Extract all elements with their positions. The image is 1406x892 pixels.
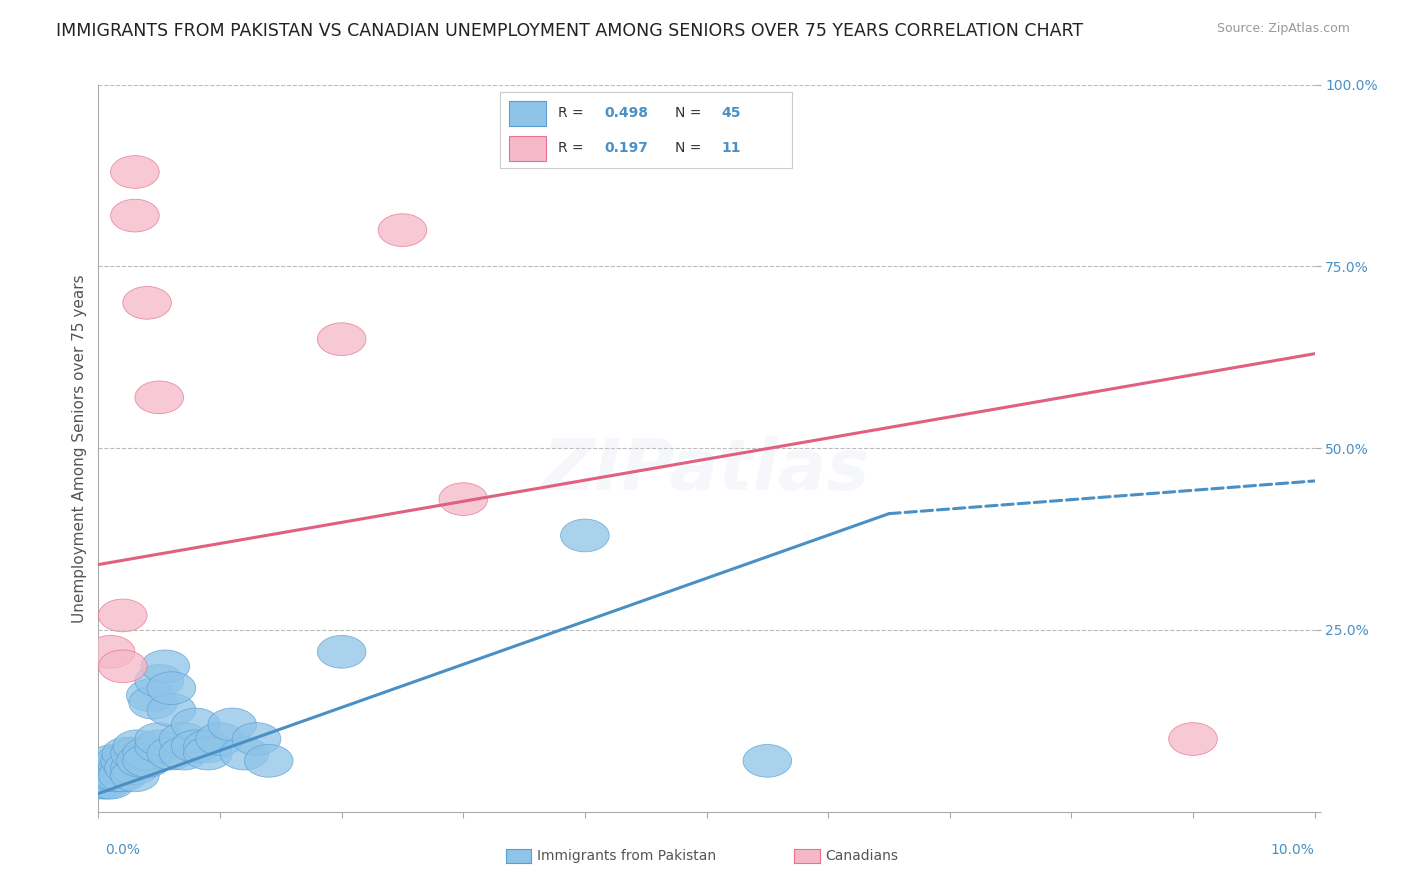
Ellipse shape <box>90 759 139 792</box>
Ellipse shape <box>77 766 127 799</box>
Ellipse shape <box>111 737 159 770</box>
Ellipse shape <box>135 665 184 698</box>
Ellipse shape <box>1168 723 1218 756</box>
Ellipse shape <box>184 737 232 770</box>
Ellipse shape <box>195 723 245 756</box>
Text: Immigrants from Pakistan: Immigrants from Pakistan <box>537 849 716 863</box>
Ellipse shape <box>117 745 166 777</box>
Ellipse shape <box>83 766 131 799</box>
Ellipse shape <box>86 766 135 799</box>
Ellipse shape <box>208 708 256 741</box>
Ellipse shape <box>86 635 135 668</box>
Ellipse shape <box>221 737 269 770</box>
Text: Source: ZipAtlas.com: Source: ZipAtlas.com <box>1216 22 1350 36</box>
Ellipse shape <box>141 650 190 682</box>
Ellipse shape <box>103 737 150 770</box>
Ellipse shape <box>98 759 148 792</box>
Ellipse shape <box>111 155 159 188</box>
Ellipse shape <box>135 381 184 414</box>
Ellipse shape <box>80 759 129 792</box>
Ellipse shape <box>98 752 148 784</box>
Ellipse shape <box>561 519 609 552</box>
Ellipse shape <box>96 745 145 777</box>
Ellipse shape <box>111 199 159 232</box>
Ellipse shape <box>104 752 153 784</box>
Ellipse shape <box>135 723 184 756</box>
Ellipse shape <box>111 752 159 784</box>
Ellipse shape <box>172 708 221 741</box>
Ellipse shape <box>86 752 135 784</box>
Ellipse shape <box>122 745 172 777</box>
Ellipse shape <box>111 759 159 792</box>
Ellipse shape <box>148 737 195 770</box>
Ellipse shape <box>159 737 208 770</box>
Ellipse shape <box>232 723 281 756</box>
Ellipse shape <box>94 759 142 792</box>
Ellipse shape <box>122 737 172 770</box>
Ellipse shape <box>89 745 138 777</box>
Text: 10.0%: 10.0% <box>1271 843 1315 857</box>
Y-axis label: Unemployment Among Seniors over 75 years: Unemployment Among Seniors over 75 years <box>72 274 87 623</box>
Ellipse shape <box>378 214 427 246</box>
Text: IMMIGRANTS FROM PAKISTAN VS CANADIAN UNEMPLOYMENT AMONG SENIORS OVER 75 YEARS CO: IMMIGRANTS FROM PAKISTAN VS CANADIAN UNE… <box>56 22 1084 40</box>
Ellipse shape <box>148 694 195 726</box>
Ellipse shape <box>184 730 232 763</box>
Ellipse shape <box>318 323 366 356</box>
Ellipse shape <box>98 650 148 682</box>
Ellipse shape <box>127 679 174 712</box>
Ellipse shape <box>101 745 149 777</box>
Ellipse shape <box>148 672 195 705</box>
Text: Canadians: Canadians <box>825 849 898 863</box>
Ellipse shape <box>742 745 792 777</box>
Text: 0.0%: 0.0% <box>105 843 141 857</box>
Ellipse shape <box>93 752 141 784</box>
Ellipse shape <box>98 599 148 632</box>
Text: ZIPatlas: ZIPatlas <box>543 435 870 505</box>
Ellipse shape <box>129 686 177 719</box>
Ellipse shape <box>172 730 221 763</box>
Ellipse shape <box>112 730 162 763</box>
Ellipse shape <box>245 745 292 777</box>
Ellipse shape <box>159 723 208 756</box>
Ellipse shape <box>318 635 366 668</box>
Ellipse shape <box>439 483 488 516</box>
Ellipse shape <box>135 730 184 763</box>
Ellipse shape <box>122 286 172 319</box>
